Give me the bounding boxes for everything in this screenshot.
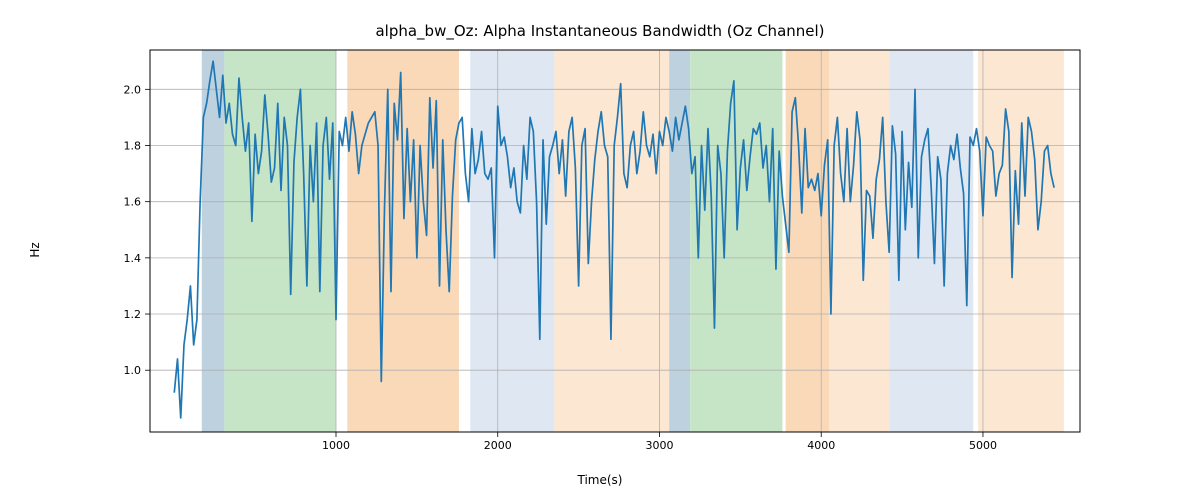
y-tick-label: 1.6 — [124, 196, 142, 209]
background-band — [669, 50, 690, 432]
chart-title: alpha_bw_Oz: Alpha Instantaneous Bandwid… — [0, 22, 1200, 40]
x-tick-label: 2000 — [484, 439, 512, 452]
chart-container: alpha_bw_Oz: Alpha Instantaneous Bandwid… — [0, 0, 1200, 500]
x-axis-label: Time(s) — [0, 473, 1200, 487]
x-tick-label: 5000 — [969, 439, 997, 452]
x-tick-label: 4000 — [807, 439, 835, 452]
background-band — [978, 50, 1064, 432]
plot-area: 1000 2000 3000 4000 5000 1.0 1.2 1.4 1.6 1.8 2.0 — [124, 50, 1081, 452]
background-band — [347, 50, 459, 432]
y-tick-label: 2.0 — [124, 83, 142, 96]
y-tick-label: 1.4 — [124, 252, 142, 265]
y-tick-label: 1.0 — [124, 364, 142, 377]
chart-svg: 1000 2000 3000 4000 5000 1.0 1.2 1.4 1.6 1.8 2.0 — [0, 0, 1200, 500]
y-axis-label: Hz — [28, 242, 42, 257]
y-tick-label: 1.2 — [124, 308, 142, 321]
y-tick-label: 1.8 — [124, 140, 142, 153]
background-band — [889, 50, 973, 432]
x-tick-label: 1000 — [322, 439, 350, 452]
background-band — [786, 50, 830, 432]
x-tick-label: 3000 — [645, 439, 673, 452]
background-band — [829, 50, 889, 432]
background-band — [690, 50, 782, 432]
